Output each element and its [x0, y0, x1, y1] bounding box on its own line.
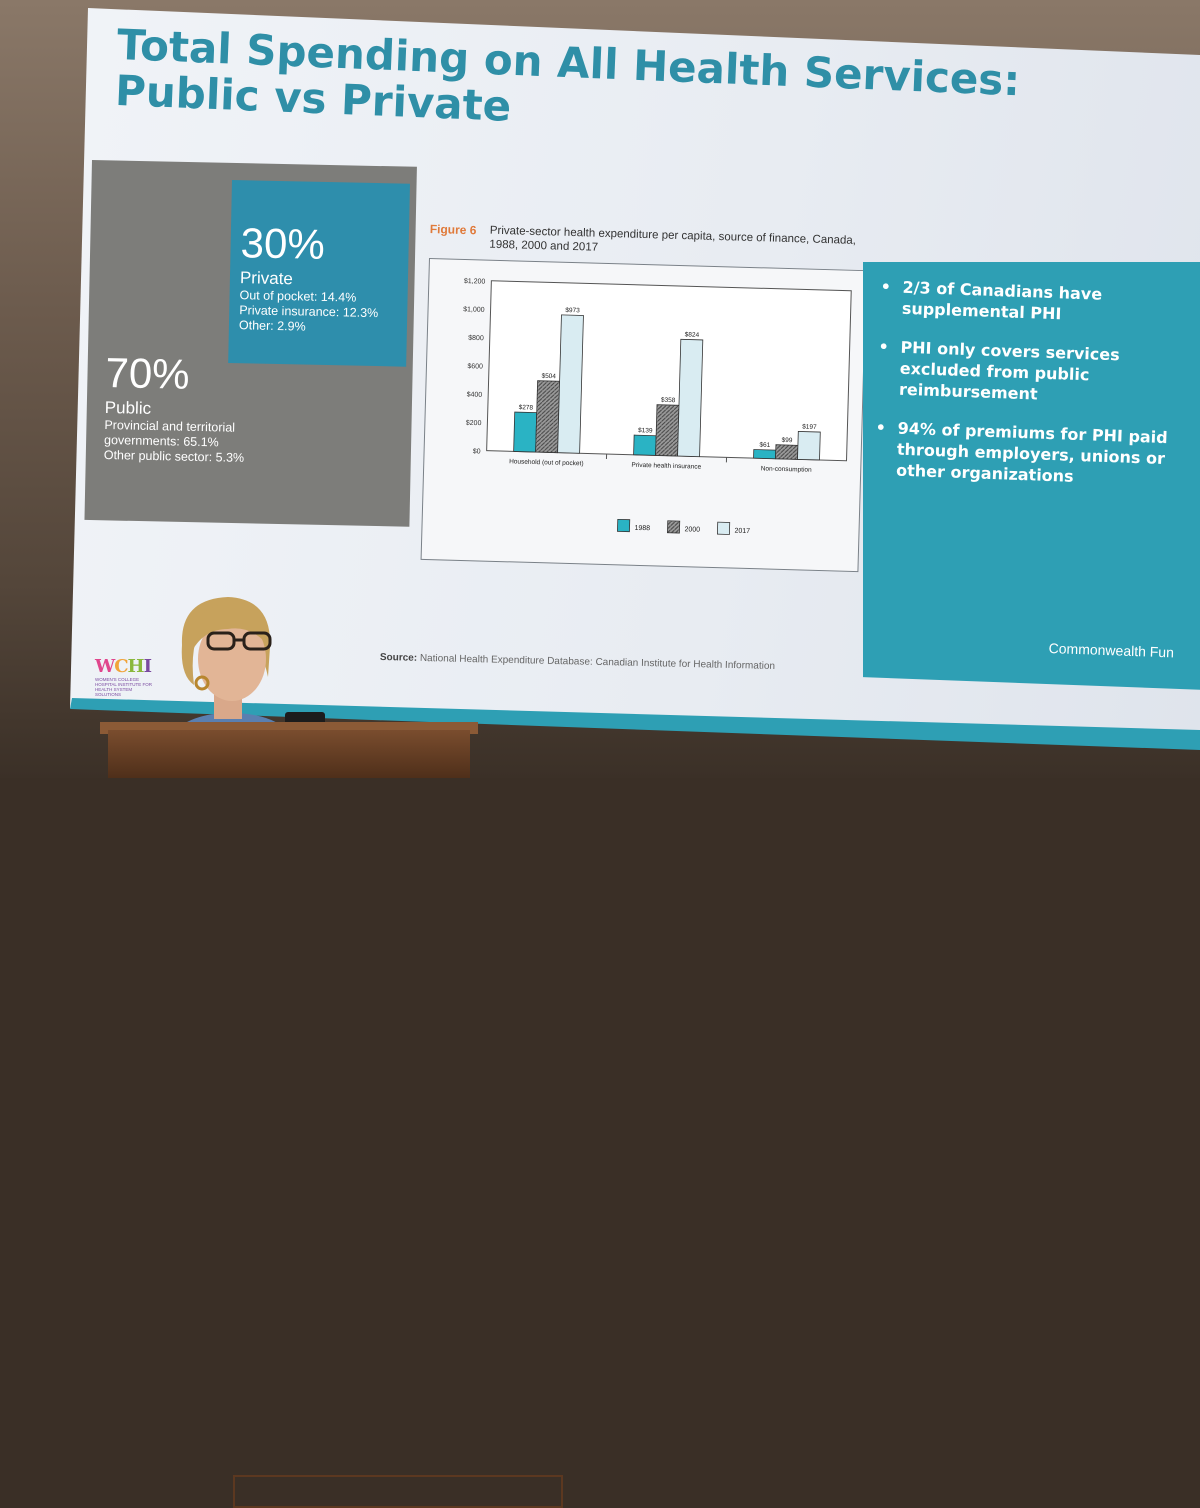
- bullet-item: • PHI only covers services excluded from …: [877, 336, 1179, 409]
- private-share-box: 30% Private Out of pocket: 14.4% Private…: [228, 180, 410, 367]
- bar: [798, 431, 821, 460]
- private-percent: 30%: [240, 220, 409, 270]
- data-label: $61: [759, 442, 770, 449]
- source-label: Source:: [380, 652, 417, 664]
- bullet-item: • 94% of premiums for PHI paid through em…: [874, 417, 1176, 490]
- bar: [558, 315, 584, 453]
- figure-title: Private-sector health expenditure per ca…: [489, 224, 870, 263]
- logo-text: WCHI: [95, 656, 155, 677]
- podium: [108, 730, 470, 778]
- credit-text: Commonwealth Fun: [1048, 640, 1174, 660]
- x-tick-label: Private health insurance: [631, 462, 701, 471]
- bullet-icon: •: [875, 417, 886, 438]
- bullet-item: • 2/3 of Canadians have supplemental PHI: [880, 276, 1181, 328]
- public-text-group: 70% Public Provincial and territorial go…: [104, 350, 406, 469]
- private-detail: Other: 2.9%: [239, 318, 407, 337]
- y-tick-label: $800: [468, 335, 484, 342]
- legend-swatch: [617, 519, 629, 531]
- key-points-panel: •2/3 of Canadians have supplemental PHI …: [863, 262, 1200, 690]
- y-tick-label: $1,000: [463, 306, 485, 314]
- key-points-list: •2/3 of Canadians have supplemental PHI …: [873, 276, 1181, 508]
- x-tick-label: Non-consumption: [761, 465, 813, 473]
- legend-swatch: [717, 522, 729, 534]
- figure-label: Figure 6: [430, 222, 477, 237]
- legend-label: 1988: [634, 525, 650, 532]
- legend-label: 2017: [734, 528, 750, 535]
- x-tick-label: Household (out of pocket): [509, 458, 584, 467]
- public-percent: 70%: [105, 350, 406, 402]
- data-label: $824: [685, 331, 700, 338]
- data-label: $973: [565, 307, 580, 314]
- source-line: Source: National Health Expenditure Data…: [380, 652, 775, 672]
- y-tick-label: $200: [466, 420, 482, 427]
- data-label: $278: [519, 404, 534, 411]
- y-tick-label: $400: [467, 391, 483, 398]
- y-tick-label: $600: [467, 363, 483, 370]
- y-tick-label: $0: [473, 448, 481, 455]
- data-label: $358: [661, 397, 676, 404]
- bar: [776, 445, 798, 460]
- bullet-text: 94% of premiums for PHI paid through emp…: [896, 419, 1168, 486]
- podium-panel: [233, 1475, 563, 1508]
- bar: [678, 339, 703, 456]
- source-text: National Health Expenditure Database: Ca…: [420, 653, 775, 672]
- data-label: $99: [782, 437, 793, 444]
- bullet-text: 2/3 of Canadians have supplemental PHI: [902, 278, 1103, 324]
- figure-card: Figure 6 Private-sector health expenditu…: [420, 222, 869, 576]
- logo-subtitle: WOMEN'S COLLEGE HOSPITAL INSTITUTE FOR H…: [95, 677, 155, 697]
- bullet-text: PHI only covers services excluded from p…: [899, 338, 1120, 404]
- legend-label: 2000: [684, 526, 700, 533]
- bar: [634, 435, 657, 455]
- data-label: $504: [541, 373, 556, 380]
- legend-swatch: [667, 521, 679, 533]
- public-detail: Provincial and territorial governments: …: [104, 418, 295, 452]
- chart-frame: $0 $200 $400 $600 $800 $1,000 $1,200 $278 $504 $9…: [421, 258, 867, 572]
- bar: [656, 405, 679, 456]
- bullet-icon: •: [878, 336, 889, 357]
- wchi-logo: WCHI WOMEN'S COLLEGE HOSPITAL INSTITUTE …: [95, 656, 155, 697]
- bar: [536, 381, 560, 453]
- data-label: $139: [638, 427, 653, 434]
- bar: [514, 412, 537, 452]
- bar-chart: $0 $200 $400 $600 $800 $1,000 $1,200 $278 $504 $9…: [422, 259, 866, 571]
- data-label: $197: [802, 424, 817, 431]
- y-tick-label: $1,200: [464, 278, 486, 286]
- bullet-icon: •: [880, 276, 891, 297]
- bar: [754, 449, 776, 458]
